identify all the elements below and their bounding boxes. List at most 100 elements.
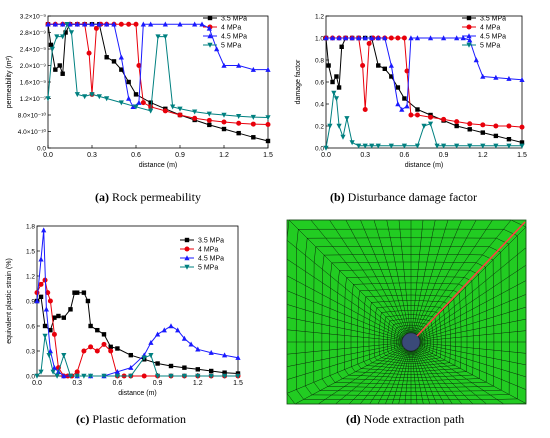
data-point — [126, 21, 132, 27]
data-point — [177, 106, 183, 112]
data-point — [74, 369, 80, 375]
data-point — [493, 133, 499, 139]
data-point — [519, 77, 525, 82]
data-point — [480, 130, 485, 135]
data-point — [454, 123, 459, 129]
data-point — [111, 21, 117, 27]
data-point — [480, 143, 486, 149]
y-tick-label: 8.0×10⁻¹⁰ — [18, 112, 47, 120]
data-point — [60, 71, 65, 76]
data-point — [53, 67, 58, 72]
data-point — [473, 57, 479, 63]
data-point — [467, 121, 473, 127]
data-point — [96, 94, 102, 100]
data-point — [415, 107, 420, 112]
data-point — [51, 331, 57, 337]
data-point — [162, 108, 168, 114]
data-point — [114, 373, 120, 379]
data-point — [206, 25, 212, 31]
mesh-ring — [398, 329, 424, 353]
mesh-ring — [396, 327, 426, 354]
legend-marker — [466, 24, 472, 30]
x-tick-label: 1.5 — [233, 380, 243, 387]
data-point — [63, 30, 68, 35]
data-point — [61, 315, 66, 320]
data-point — [395, 85, 401, 90]
data-point — [221, 126, 227, 132]
mesh-ring — [383, 314, 438, 360]
data-point — [427, 35, 434, 41]
data-point — [54, 373, 60, 379]
data-point — [467, 143, 473, 149]
data-point — [126, 95, 132, 101]
mesh-ring — [321, 254, 495, 389]
mesh-background — [287, 220, 526, 404]
data-point — [395, 35, 401, 41]
data-point — [101, 332, 107, 337]
mesh-ring — [368, 300, 451, 367]
x-tick-label: 0.9 — [175, 152, 185, 159]
chart-damage-factor: 0.0 0.3 0.6 0.9 1.2 1.5 0.0 0.2 0.4 0.6 0.8 1.0 1.2 d… — [295, 14, 527, 170]
data-point — [126, 79, 131, 85]
data-point — [389, 74, 394, 79]
data-point — [133, 104, 139, 110]
data-point — [45, 290, 51, 296]
data-point — [38, 369, 44, 375]
data-point — [369, 35, 375, 41]
y-tick-label: 0.9 — [26, 299, 35, 306]
data-point — [148, 352, 154, 358]
y-tick-label: 0.6 — [315, 80, 324, 87]
data-point — [519, 124, 525, 130]
data-point — [34, 290, 40, 296]
data-point — [362, 35, 368, 41]
data-point — [339, 44, 344, 49]
y-tick-label: 1.0 — [315, 36, 324, 43]
data-point — [208, 349, 214, 355]
data-point — [104, 55, 109, 60]
data-point — [408, 112, 414, 118]
data-point — [336, 85, 342, 90]
data-point — [265, 121, 271, 127]
data-point — [454, 119, 460, 125]
mesh-ring — [350, 282, 468, 375]
data-point — [330, 79, 335, 85]
data-point — [340, 134, 346, 140]
data-point — [72, 290, 77, 295]
mesh-ring — [400, 331, 422, 352]
series-line — [36, 335, 238, 377]
data-point — [360, 63, 366, 68]
data-point — [74, 21, 80, 27]
data-point — [38, 294, 44, 300]
data-point — [45, 96, 51, 102]
data-point — [89, 21, 95, 27]
data-point — [140, 100, 146, 106]
mesh-ring — [390, 321, 431, 357]
x-axis-label: distance (m) — [118, 390, 157, 397]
data-point — [326, 63, 331, 68]
legend-entry: 3.5 MPa — [198, 238, 224, 245]
data-point — [235, 373, 241, 379]
data-point — [47, 298, 53, 304]
mesh-ring — [336, 269, 481, 382]
data-point — [402, 96, 407, 101]
data-point — [38, 256, 44, 262]
data-point — [41, 227, 47, 233]
data-point — [141, 355, 147, 361]
data-point — [388, 35, 394, 41]
data-point — [48, 42, 54, 48]
data-point — [221, 119, 227, 125]
legend-entry: 5 MPa — [198, 265, 218, 272]
data-point — [155, 361, 160, 366]
data-point — [467, 127, 472, 132]
y-tick-label: 0.3 — [26, 349, 35, 356]
legend-marker — [466, 42, 472, 48]
mesh-ring — [304, 237, 510, 396]
data-point — [369, 143, 375, 149]
data-point — [343, 35, 349, 41]
data-point — [162, 21, 168, 27]
data-point — [236, 62, 242, 68]
legend-marker — [184, 237, 190, 243]
y-tick-label: 1.2×10⁻⁹ — [20, 96, 46, 103]
data-point — [208, 373, 214, 379]
